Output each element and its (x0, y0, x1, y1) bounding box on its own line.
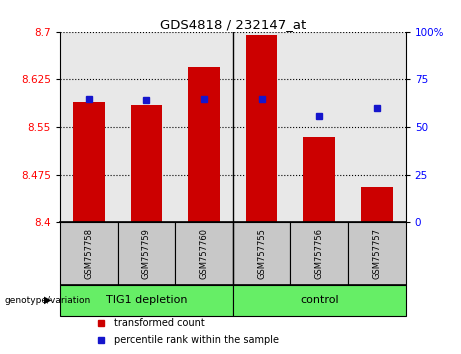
Bar (348, 222, 406, 285)
Bar (60, 222, 118, 285)
Bar (233, 285, 406, 316)
Bar (73, 102, 105, 222)
Bar (303, 137, 335, 222)
Bar (130, 105, 162, 222)
Text: GSM757756: GSM757756 (315, 228, 324, 279)
Text: GSM757757: GSM757757 (372, 228, 381, 279)
Text: genotype/variation: genotype/variation (5, 296, 91, 305)
Text: control: control (300, 295, 338, 305)
Text: GSM757759: GSM757759 (142, 228, 151, 279)
Text: GSM757755: GSM757755 (257, 228, 266, 279)
Bar (361, 187, 393, 222)
Title: GDS4818 / 232147_at: GDS4818 / 232147_at (160, 18, 306, 31)
Text: percentile rank within the sample: percentile rank within the sample (113, 335, 278, 345)
Text: ▶: ▶ (44, 295, 51, 305)
Bar (118, 222, 175, 285)
Bar (60, 285, 233, 316)
Bar (175, 222, 233, 285)
Bar (246, 35, 278, 222)
Bar (188, 67, 220, 222)
Text: GSM757760: GSM757760 (200, 228, 208, 279)
Text: GSM757758: GSM757758 (84, 228, 93, 279)
Bar (233, 222, 290, 285)
Text: transformed count: transformed count (113, 318, 204, 327)
Bar (290, 222, 348, 285)
Text: TIG1 depletion: TIG1 depletion (106, 295, 187, 305)
